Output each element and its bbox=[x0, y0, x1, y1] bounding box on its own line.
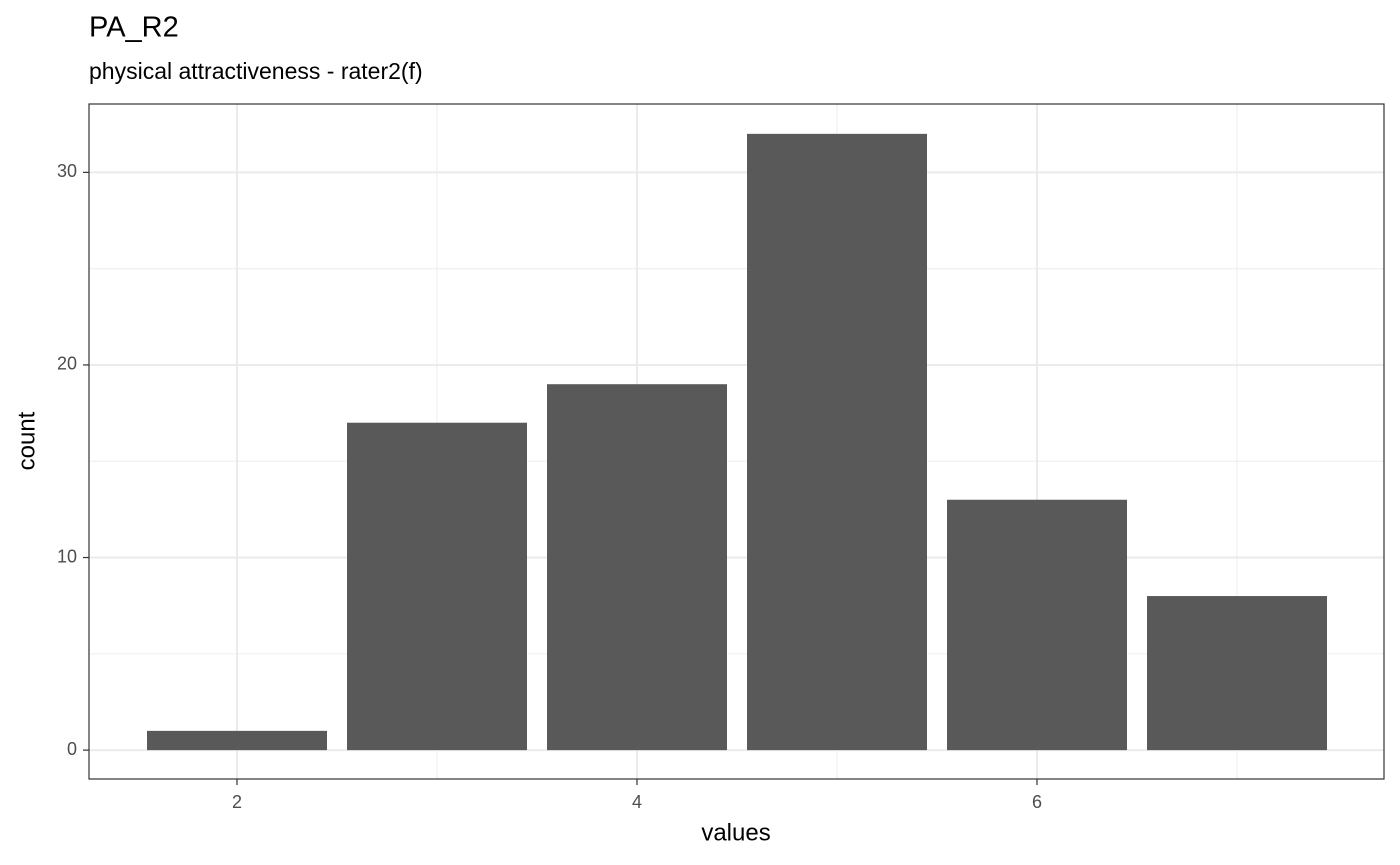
bar bbox=[947, 499, 1127, 751]
x-tick-label: 6 bbox=[1032, 792, 1042, 812]
y-tick-label: 0 bbox=[67, 739, 77, 759]
chart-title: PA_R2 bbox=[89, 12, 179, 44]
bar bbox=[747, 133, 927, 751]
x-axis-title: values bbox=[701, 819, 770, 846]
y-axis-title: count bbox=[13, 411, 40, 470]
panel-border bbox=[88, 103, 1385, 780]
bar bbox=[1147, 596, 1327, 751]
bar bbox=[147, 730, 327, 751]
bar bbox=[347, 422, 527, 751]
chart-subtitle: physical attractiveness - rater2(f) bbox=[89, 58, 423, 84]
x-tick-label: 2 bbox=[232, 792, 242, 812]
y-tick-label: 20 bbox=[57, 354, 77, 374]
y-tick-label: 10 bbox=[57, 546, 77, 566]
bar bbox=[547, 384, 727, 751]
y-tick-label: 30 bbox=[57, 161, 77, 181]
x-tick-label: 4 bbox=[632, 792, 642, 812]
